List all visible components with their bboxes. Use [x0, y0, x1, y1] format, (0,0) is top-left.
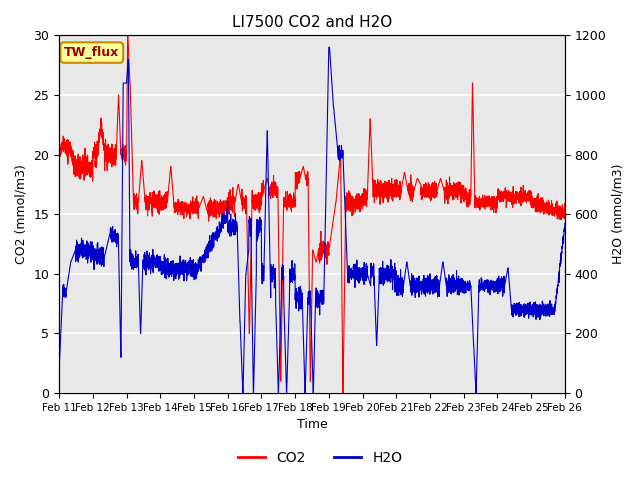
CO2 [55, 150, 63, 156]
CO2 [339, 390, 347, 396]
Title: LI7500 CO2 and H2O: LI7500 CO2 and H2O [232, 15, 392, 30]
H2O [146, 255, 154, 261]
Line: H2O: H2O [59, 47, 565, 393]
CO2 [454, 190, 461, 195]
H2O [397, 288, 405, 294]
H2O [55, 366, 63, 372]
Y-axis label: H2O (mmol/m3): H2O (mmol/m3) [612, 164, 625, 264]
CO2 [293, 179, 301, 184]
CO2 [561, 211, 568, 217]
X-axis label: Time: Time [296, 419, 328, 432]
CO2 [426, 194, 433, 200]
H2O [426, 284, 433, 289]
H2O [325, 44, 333, 50]
CO2 [147, 190, 154, 195]
Text: TW_flux: TW_flux [64, 46, 120, 59]
Y-axis label: CO2 (mmol/m3): CO2 (mmol/m3) [15, 164, 28, 264]
Line: CO2: CO2 [59, 36, 565, 393]
H2O [293, 298, 301, 303]
Legend: CO2, H2O: CO2, H2O [232, 445, 408, 471]
CO2 [561, 215, 569, 221]
H2O [561, 221, 569, 227]
CO2 [397, 187, 405, 192]
H2O [561, 227, 568, 232]
H2O [239, 390, 246, 396]
H2O [454, 284, 461, 290]
CO2 [124, 33, 131, 38]
